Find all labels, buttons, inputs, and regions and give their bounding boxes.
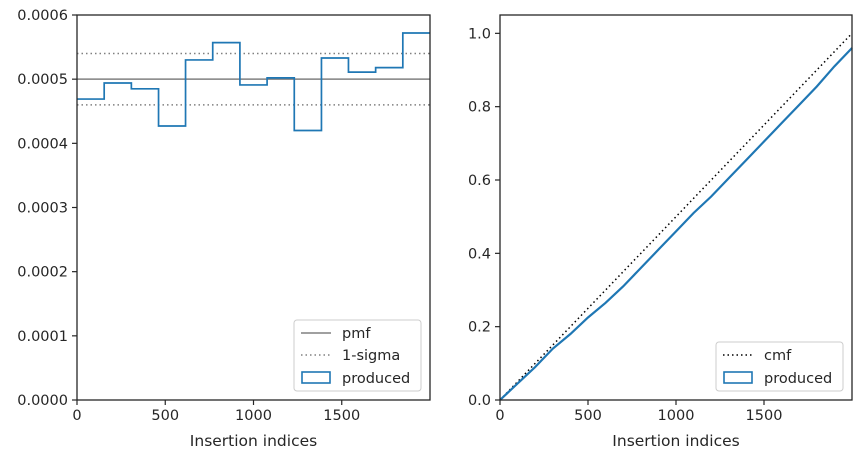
legend-label: produced [342, 371, 410, 387]
legend-label: 1-sigma [342, 348, 400, 364]
x-axis-label: Insertion indices [190, 432, 317, 450]
legend: pmf 1-sigma produced [293, 319, 422, 392]
y-tick-label: 1.0 [468, 26, 491, 42]
cmf-line [499, 32, 853, 401]
legend-label: pmf [342, 326, 371, 342]
y-tick-label: 0.6 [468, 173, 491, 189]
legend-box [293, 319, 422, 392]
produced-histogram [77, 32, 430, 132]
x-tick-label: 500 [574, 408, 602, 424]
legend-label: cmf [764, 348, 792, 364]
legend-produced-swatch [723, 371, 753, 384]
legend-label: produced [764, 371, 832, 387]
chart-panel-2: 0 500 1000 1500 0.0 0.2 0.4 0.6 0.8 1.0 Insertion … [468, 14, 853, 450]
x-tick-label: 1000 [658, 408, 695, 424]
x-tick-label: 1500 [323, 408, 360, 424]
x-tick-label: 1000 [235, 408, 272, 424]
legend: cmf produced [715, 341, 844, 392]
y-tick-label: 0.0006 [17, 8, 68, 24]
y-tick-label: 0.0001 [17, 329, 68, 345]
plot-frame [76, 14, 431, 401]
y-tick-label: 0.4 [468, 246, 491, 262]
x-axis-label: Insertion indices [612, 432, 739, 450]
chart-panel-1: 0 500 1000 1500 0.0000 0.0001 0.0002 0.0003 0.00… [17, 8, 431, 450]
y-tick-label: 0.2 [468, 320, 491, 336]
y-tick-label: 0.0004 [17, 136, 68, 152]
x-tick-label: 0 [495, 408, 504, 424]
x-tick-label: 500 [151, 408, 179, 424]
y-tick-label: 0.0 [468, 393, 491, 409]
y-tick-label: 0.0005 [17, 72, 68, 88]
x-tick-label: 0 [72, 408, 81, 424]
y-tick-label: 0.8 [468, 100, 491, 116]
y-tick-label: 0.0000 [17, 393, 68, 409]
y-tick-label: 0.0002 [17, 265, 68, 281]
legend-produced-swatch [301, 371, 331, 384]
legend-box [715, 341, 844, 392]
plot-frame [499, 14, 853, 401]
y-tick-label: 0.0003 [17, 201, 68, 217]
x-tick-label: 1500 [746, 408, 783, 424]
